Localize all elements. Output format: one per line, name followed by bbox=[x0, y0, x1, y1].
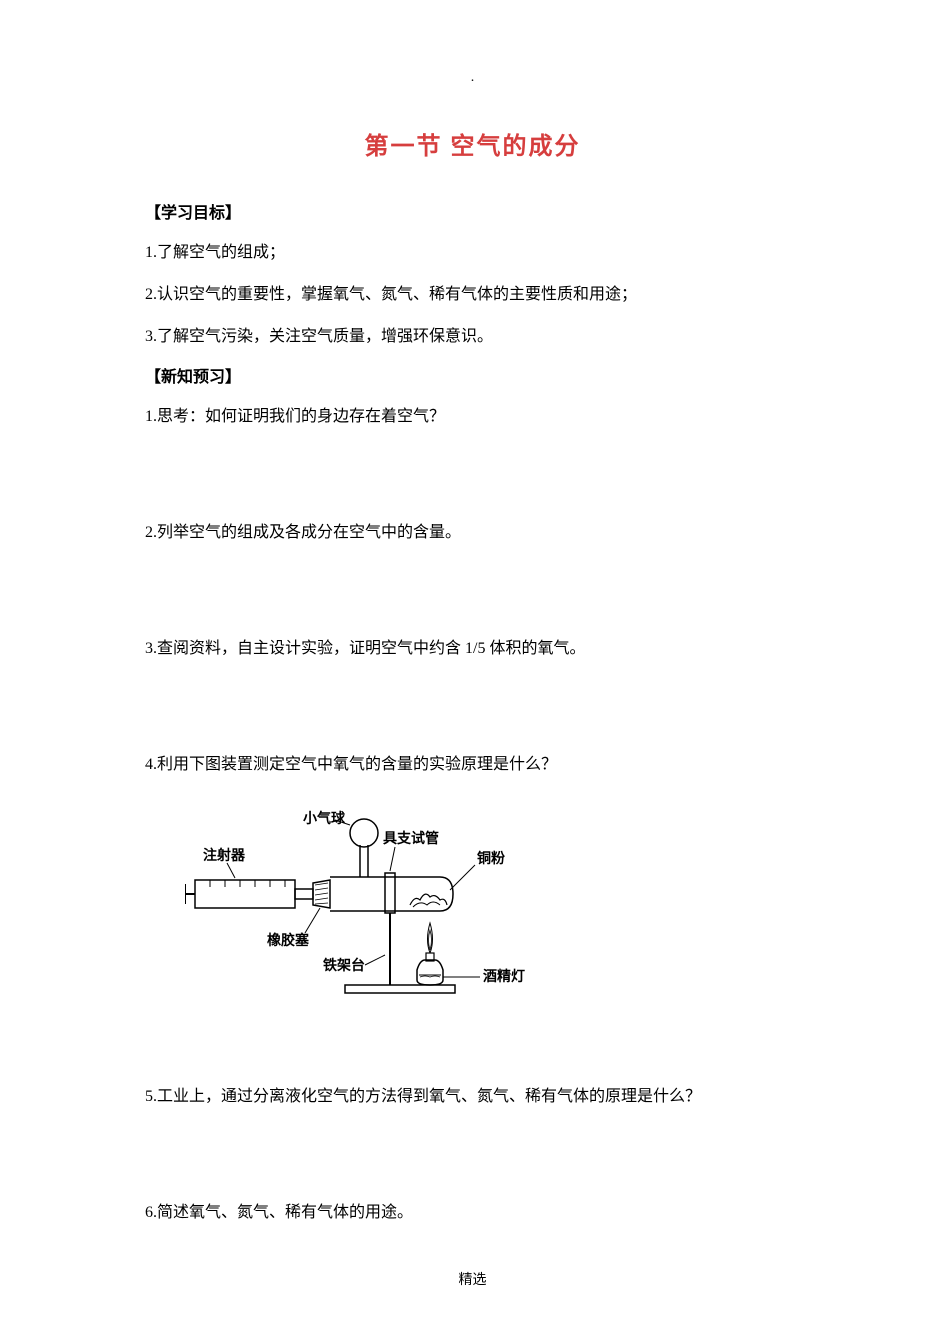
top-marker: . bbox=[145, 70, 800, 86]
objective-item: 1.了解空气的组成； bbox=[145, 237, 800, 269]
label-tube: 具支试管 bbox=[382, 830, 439, 846]
page-footer: 精选 bbox=[0, 1269, 945, 1289]
answer-space bbox=[145, 1123, 800, 1197]
label-stopper: 橡胶塞 bbox=[267, 932, 310, 948]
document-title: 第一节 空气的成分 bbox=[145, 126, 800, 161]
label-balloon: 小气球 bbox=[303, 810, 346, 826]
answer-space bbox=[145, 675, 800, 749]
page-container: . 第一节 空气的成分 【学习目标】 1.了解空气的组成； 2.认识空气的重要性… bbox=[0, 0, 945, 1279]
objective-item: 2.认识空气的重要性，掌握氧气、氮气、稀有气体的主要性质和用途； bbox=[145, 279, 800, 311]
question-2: 2.列举空气的组成及各成分在空气中的含量。 bbox=[145, 517, 800, 549]
question-1: 1.思考：如何证明我们的身边存在着空气？ bbox=[145, 401, 800, 433]
preview-header: 【新知预习】 bbox=[145, 363, 800, 387]
objectives-header: 【学习目标】 bbox=[145, 199, 800, 223]
label-stand: 铁架台 bbox=[323, 957, 365, 973]
question-5: 5.工业上，通过分离液化空气的方法得到氧气、氮气、稀有气体的原理是什么？ bbox=[145, 1081, 800, 1113]
experiment-diagram: 小气球 注射器 具支试管 铜粉 橡胶塞 铁架台 酒精灯 bbox=[185, 805, 565, 1005]
objective-item: 3.了解空气污染，关注空气质量，增强环保意识。 bbox=[145, 321, 800, 353]
question-4: 4.利用下图装置测定空气中氧气的含量的实验原理是什么？ bbox=[145, 749, 800, 781]
question-6: 6.简述氧气、氮气、稀有气体的用途。 bbox=[145, 1197, 800, 1229]
label-lamp: 酒精灯 bbox=[483, 968, 525, 984]
label-copper: 铜粉 bbox=[477, 850, 505, 866]
question-3: 3.查阅资料，自主设计实验，证明空气中约含 1/5 体积的氧气。 bbox=[145, 633, 800, 665]
answer-space bbox=[145, 1025, 800, 1081]
label-syringe: 注射器 bbox=[203, 847, 246, 863]
answer-space bbox=[145, 559, 800, 633]
apparatus-svg: 小气球 注射器 具支试管 铜粉 橡胶塞 铁架台 酒精灯 bbox=[185, 805, 565, 1005]
answer-space bbox=[145, 443, 800, 517]
